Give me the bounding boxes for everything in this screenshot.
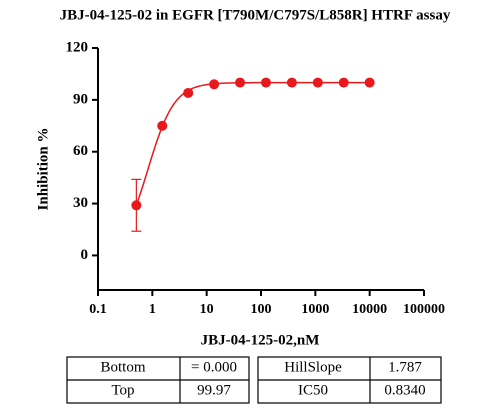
y-axis-label: Inhibition % <box>35 128 51 211</box>
y-tick-label: 30 <box>73 195 88 211</box>
x-tick-label: 10000 <box>352 302 387 317</box>
data-point <box>209 79 220 90</box>
y-tick-label: 120 <box>66 39 89 55</box>
chart-title: JBJ-04-125-02 in EGFR [T790M/C797S/L858R… <box>60 7 451 23</box>
table-label: HillSlope <box>284 359 342 375</box>
x-tick-label: 0.1 <box>89 302 107 317</box>
x-tick-label: 100000 <box>403 302 445 317</box>
table-value: 1.787 <box>388 359 422 375</box>
fit-curve <box>135 81 370 206</box>
x-tick-label: 1000 <box>301 302 329 317</box>
table-value: 0.8340 <box>384 382 425 398</box>
data-point <box>183 87 194 98</box>
x-tick-label: 100 <box>251 302 272 317</box>
data-point <box>157 120 168 131</box>
x-tick-label: 10 <box>200 302 214 317</box>
data-point <box>286 77 297 88</box>
data-point <box>312 77 323 88</box>
x-axis-label: JBJ-04-125-02,nM <box>201 332 320 348</box>
y-tick-label: 90 <box>73 91 88 107</box>
data-point <box>364 77 375 88</box>
table-value: 99.97 <box>197 382 231 398</box>
data-point <box>131 200 142 211</box>
table-label: Bottom <box>100 359 145 375</box>
x-tick-label: 1 <box>149 302 156 317</box>
data-point <box>235 77 246 88</box>
table-label: IC50 <box>298 382 328 398</box>
y-tick-label: 60 <box>73 143 88 159</box>
table-frame <box>66 356 442 404</box>
data-point <box>260 77 271 88</box>
y-tick-label: 0 <box>81 247 89 263</box>
table-label: Top <box>111 382 134 398</box>
table-value: = 0.000 <box>191 359 237 375</box>
data-point <box>338 77 349 88</box>
